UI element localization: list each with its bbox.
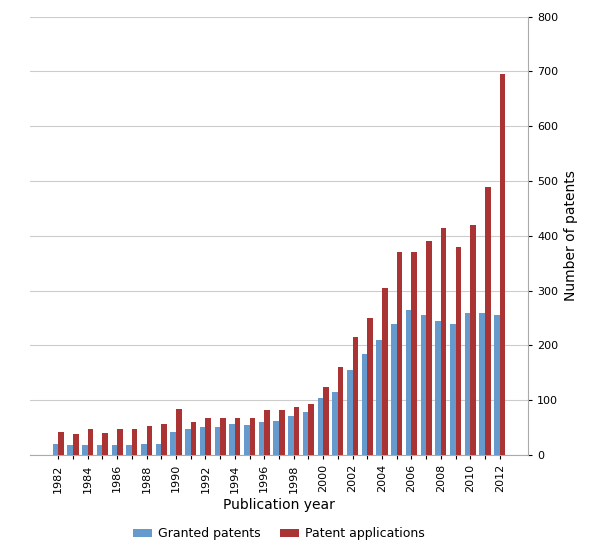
Bar bbox=[332, 392, 338, 455]
Bar bbox=[112, 445, 117, 455]
Bar bbox=[338, 367, 343, 455]
Bar bbox=[155, 444, 161, 455]
Legend: Granted patents, Patent applications: Granted patents, Patent applications bbox=[128, 522, 430, 546]
Bar bbox=[323, 387, 329, 455]
Bar bbox=[141, 444, 146, 455]
Bar bbox=[103, 433, 108, 455]
Bar bbox=[235, 418, 241, 455]
Bar bbox=[200, 427, 205, 455]
Bar bbox=[161, 424, 167, 455]
Bar bbox=[117, 430, 122, 455]
Bar bbox=[279, 410, 284, 455]
Bar bbox=[406, 310, 412, 455]
Bar bbox=[132, 430, 137, 455]
Bar bbox=[485, 186, 491, 455]
Bar bbox=[500, 74, 505, 455]
Bar bbox=[288, 416, 294, 455]
Bar bbox=[58, 432, 64, 455]
Bar bbox=[53, 444, 58, 455]
X-axis label: Publication year: Publication year bbox=[223, 498, 335, 512]
Bar bbox=[391, 324, 397, 455]
Bar bbox=[146, 426, 152, 455]
Bar bbox=[397, 253, 403, 455]
Bar bbox=[294, 407, 299, 455]
Bar bbox=[97, 445, 103, 455]
Bar bbox=[229, 424, 235, 455]
Bar bbox=[465, 312, 470, 455]
Bar bbox=[426, 241, 432, 455]
Bar bbox=[191, 422, 196, 455]
Bar bbox=[176, 408, 182, 455]
Bar bbox=[455, 247, 461, 455]
Bar bbox=[470, 225, 476, 455]
Bar bbox=[308, 404, 314, 455]
Y-axis label: Number of patents: Number of patents bbox=[564, 170, 578, 301]
Bar bbox=[421, 315, 426, 455]
Bar bbox=[347, 370, 353, 455]
Bar bbox=[264, 410, 270, 455]
Bar bbox=[494, 315, 500, 455]
Bar bbox=[441, 228, 446, 455]
Bar bbox=[205, 418, 211, 455]
Bar bbox=[215, 427, 220, 455]
Bar bbox=[376, 340, 382, 455]
Bar bbox=[479, 312, 485, 455]
Bar bbox=[250, 418, 255, 455]
Bar bbox=[382, 288, 388, 455]
Bar bbox=[88, 430, 93, 455]
Bar bbox=[412, 253, 417, 455]
Bar bbox=[317, 397, 323, 455]
Bar bbox=[220, 418, 226, 455]
Bar bbox=[82, 445, 88, 455]
Bar bbox=[303, 412, 308, 455]
Bar bbox=[274, 421, 279, 455]
Bar bbox=[126, 445, 132, 455]
Bar bbox=[362, 354, 367, 455]
Bar bbox=[244, 425, 250, 455]
Bar bbox=[436, 321, 441, 455]
Bar bbox=[353, 337, 358, 455]
Bar bbox=[185, 429, 191, 455]
Bar bbox=[67, 445, 73, 455]
Bar bbox=[450, 324, 455, 455]
Bar bbox=[170, 432, 176, 455]
Bar bbox=[73, 434, 79, 455]
Bar bbox=[259, 422, 264, 455]
Bar bbox=[367, 318, 373, 455]
